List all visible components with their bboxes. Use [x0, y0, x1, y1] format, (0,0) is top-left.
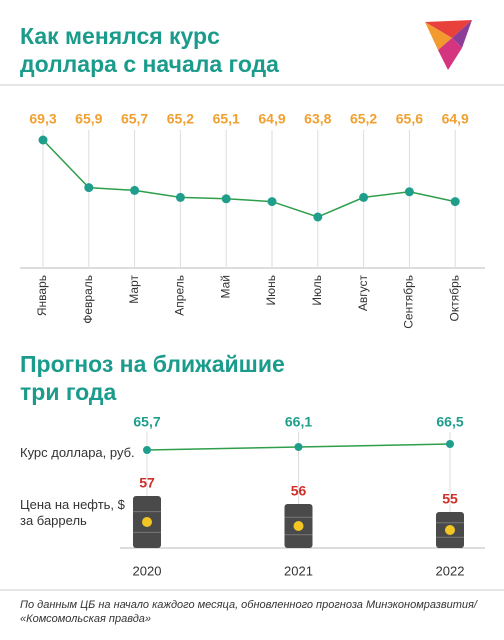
- point: [446, 440, 454, 448]
- value-label: 63,8: [304, 111, 331, 127]
- value-label: 65,1: [213, 111, 240, 127]
- value-label: 65,7: [121, 111, 148, 127]
- point: [175, 192, 185, 202]
- x-tick-label: Октябрь: [447, 275, 461, 322]
- x-tick-label: Январь: [35, 275, 49, 316]
- value-label: 65,2: [167, 111, 194, 127]
- value-label: 69,3: [29, 111, 56, 127]
- point: [450, 197, 460, 207]
- point: [294, 443, 303, 451]
- value-label: 64,9: [258, 111, 285, 127]
- point: [267, 197, 277, 207]
- value-label: 65,9: [75, 111, 102, 127]
- x-tick-label: Август: [356, 275, 370, 312]
- point: [313, 212, 323, 222]
- row-label: Цена на нефть, $ за баррель: [20, 497, 125, 528]
- value-label: 65,2: [350, 111, 377, 127]
- value-label: 65,7: [133, 414, 160, 430]
- x-tick-label: 2021: [284, 563, 313, 578]
- value-label: 56: [291, 483, 307, 499]
- chart-title: Прогноз на ближайшие три года: [20, 351, 285, 405]
- barrel-icon: [445, 525, 455, 535]
- footnote: По данным ЦБ на начало каждого месяца, о…: [20, 599, 477, 625]
- x-tick-label: Май: [218, 275, 232, 299]
- value-label: 66,1: [285, 414, 312, 430]
- point: [130, 185, 140, 195]
- value-label: 55: [442, 491, 458, 507]
- x-tick-label: Февраль: [81, 275, 95, 324]
- chart-title: Как менялся курс доллара с начала года: [20, 23, 279, 77]
- x-tick-label: Июль: [310, 275, 324, 306]
- point: [38, 135, 48, 145]
- value-label: 66,5: [436, 414, 463, 430]
- value-label: 57: [139, 475, 155, 491]
- value-label: 64,9: [442, 111, 469, 127]
- line: [42, 139, 456, 218]
- x-tick-label: Сентябрь: [402, 275, 416, 329]
- barrel: [436, 512, 464, 548]
- point: [404, 187, 414, 197]
- barrel: [133, 496, 161, 548]
- x-tick-label: Апрель: [173, 275, 187, 316]
- point: [359, 192, 369, 202]
- x-tick-label: 2022: [436, 563, 465, 578]
- point: [221, 194, 231, 204]
- value-label: 65,6: [396, 111, 423, 127]
- point: [84, 183, 94, 193]
- point: [143, 446, 151, 454]
- x-tick-label: 2020: [133, 563, 162, 578]
- logo: [425, 20, 472, 70]
- x-tick-label: Март: [127, 275, 141, 304]
- barrel: [284, 504, 313, 548]
- barrel-icon: [293, 521, 304, 531]
- row-label: Курс доллара, руб.: [20, 445, 135, 460]
- barrel-icon: [142, 517, 152, 527]
- x-tick-label: Июнь: [264, 275, 278, 306]
